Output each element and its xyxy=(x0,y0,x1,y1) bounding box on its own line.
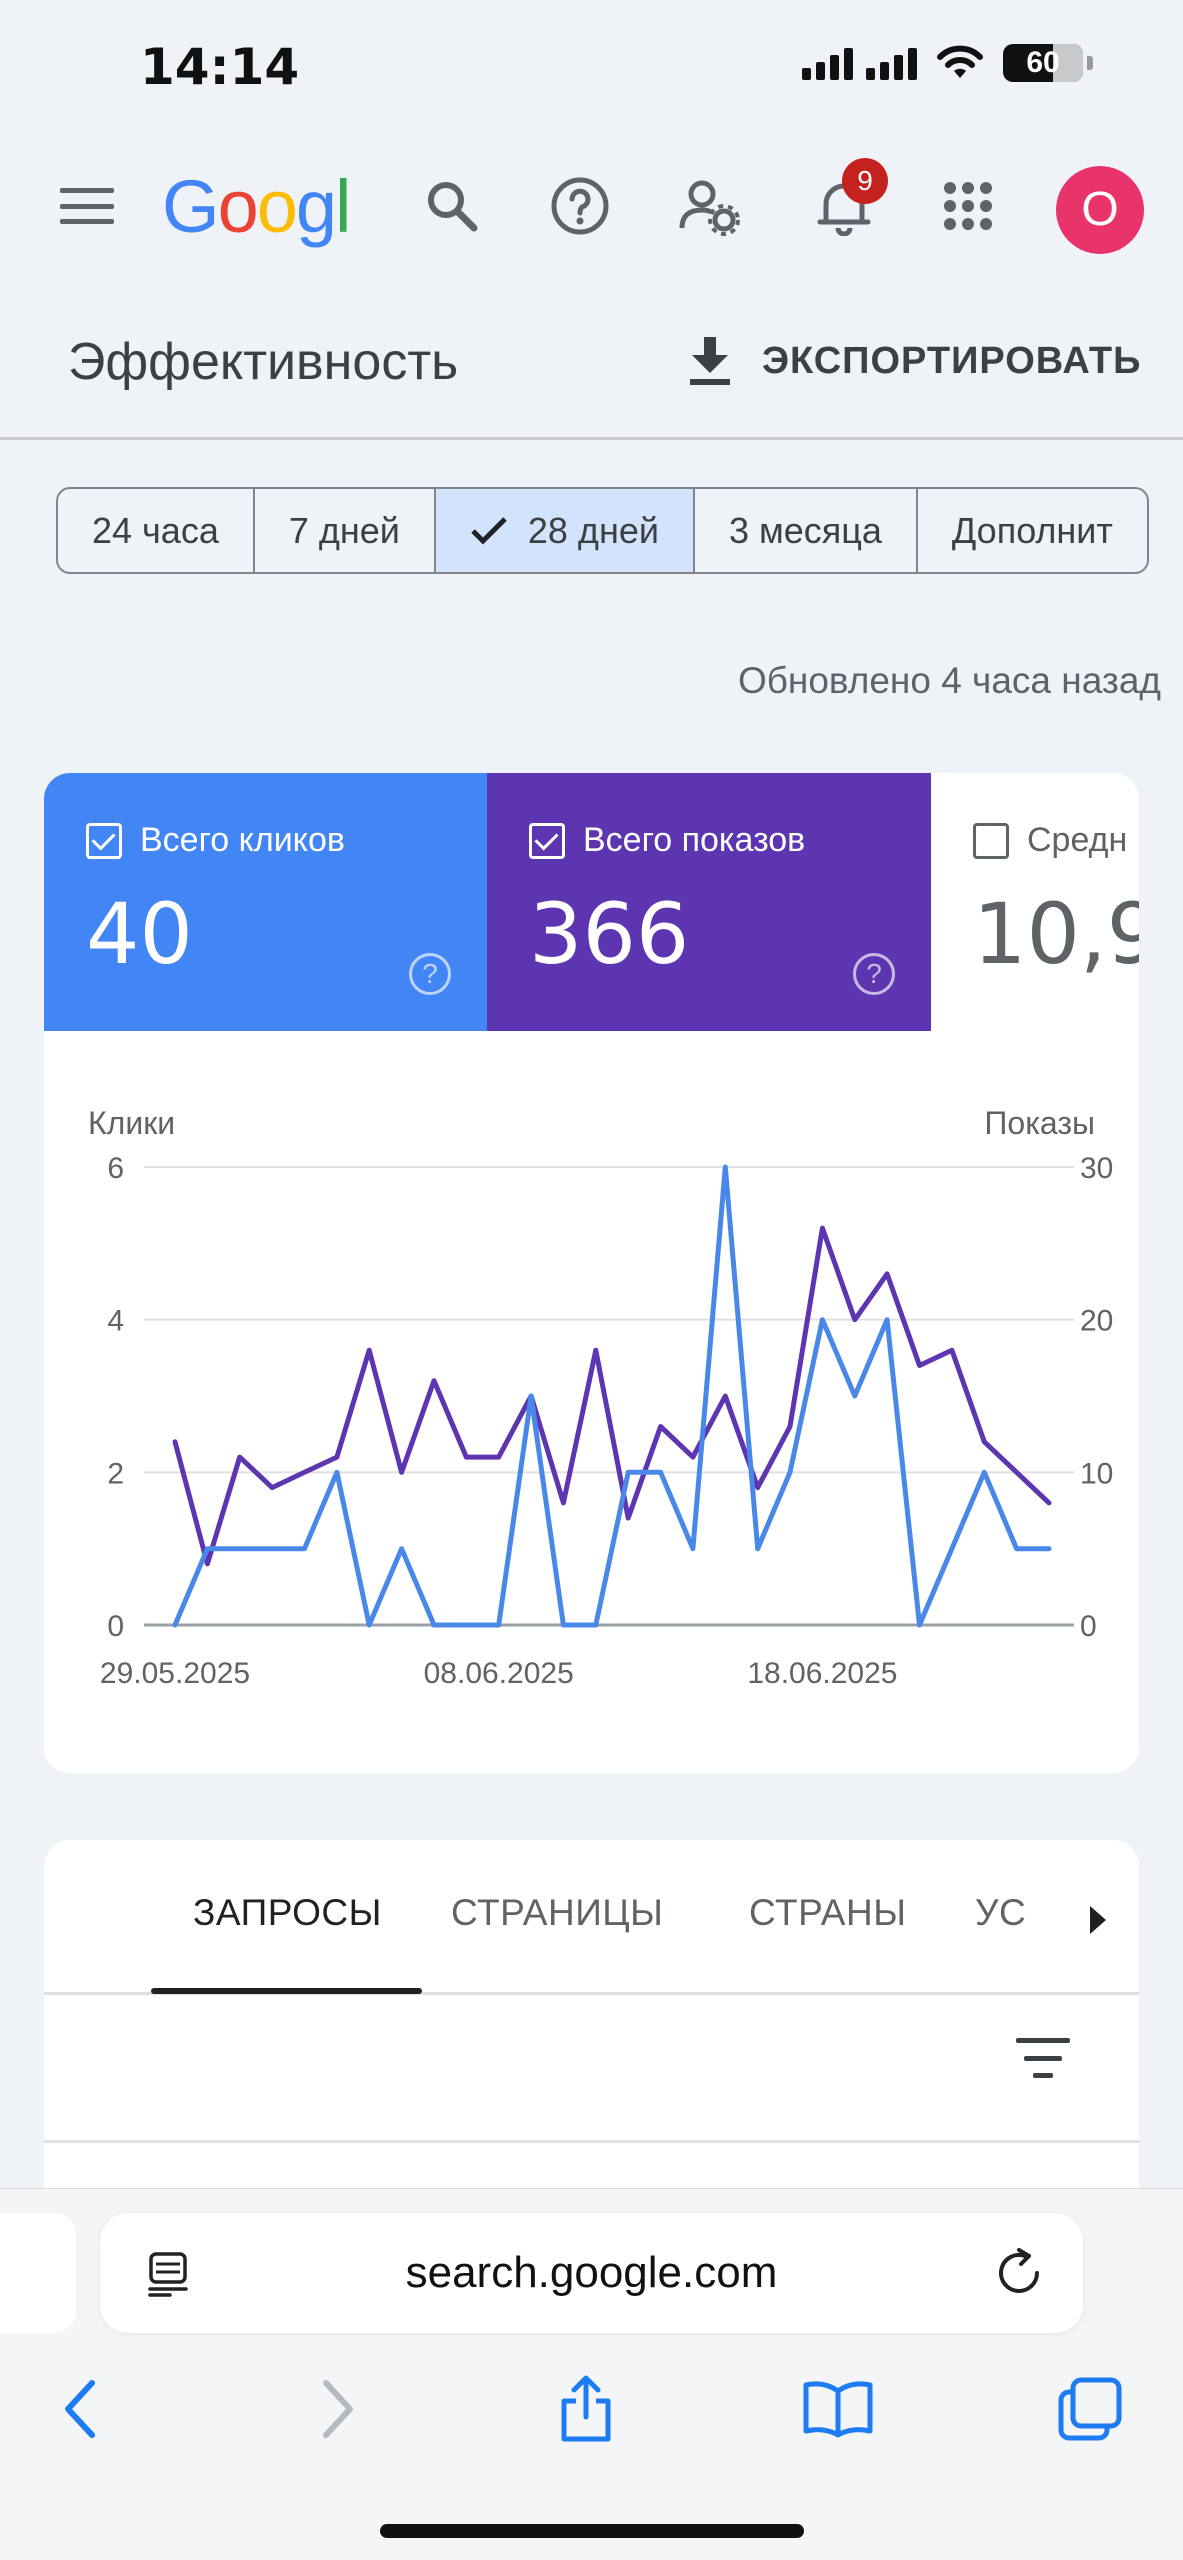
help-icon[interactable]: ? xyxy=(409,953,451,995)
status-icons: 60 xyxy=(802,44,1093,82)
share-icon[interactable] xyxy=(546,2369,626,2449)
cellular-signal-icon xyxy=(802,46,917,80)
metric-value: 40 xyxy=(86,885,193,983)
left-tick-label: 6 xyxy=(107,1152,124,1185)
menu-icon[interactable] xyxy=(60,188,114,224)
divider xyxy=(44,2140,1139,2143)
search-icon[interactable] xyxy=(420,174,484,238)
help-icon[interactable]: ? xyxy=(853,953,895,995)
bookmarks-icon[interactable] xyxy=(798,2369,878,2449)
chip-label: 7 дней xyxy=(288,509,400,551)
metric-label-text: Всего кликов xyxy=(140,821,345,859)
chip-24-hours[interactable]: 24 часа xyxy=(58,489,255,572)
reader-mode-icon[interactable] xyxy=(146,2251,190,2297)
browser-toolbar: search.google.com xyxy=(0,2188,1183,2560)
tab-queries[interactable]: ЗАПРОСЫ xyxy=(193,1892,382,1933)
chip-28-days[interactable]: 28 дней xyxy=(435,489,695,572)
google-logo[interactable]: Google xyxy=(162,164,352,254)
chip-label: 28 дней xyxy=(527,509,659,551)
metric-value: 10,9 xyxy=(973,885,1139,983)
page-header: Эффективность ЭКСПОРТИРОВАТЬ xyxy=(0,290,1183,440)
x-tick-label: 29.05.2025 xyxy=(100,1657,250,1690)
right-tick-label: 10 xyxy=(1080,1457,1113,1490)
export-button[interactable]: ЭКСПОРТИРОВАТЬ xyxy=(688,326,1141,396)
page-title: Эффективность xyxy=(68,333,459,391)
chart-svg: 0 2 4 6 0 10 20 30 29.05.2025 08.06.2025 18.06.202… xyxy=(100,1152,1113,1690)
export-label: ЭКСПОРТИРОВАТЬ xyxy=(762,339,1142,382)
chip-7-days[interactable]: 7 дней xyxy=(255,489,436,572)
forward-icon[interactable] xyxy=(298,2369,378,2449)
metric-label-text: Средн xyxy=(1027,821,1128,859)
metric-average-position[interactable]: Средн 10,9 xyxy=(931,773,1139,1031)
user-settings-icon[interactable] xyxy=(678,174,742,238)
reload-icon[interactable] xyxy=(993,2247,1045,2299)
battery-icon: 60 xyxy=(1003,44,1083,82)
tab-pages[interactable]: СТРАНИЦЫ xyxy=(451,1892,664,1933)
metric-value: 366 xyxy=(529,885,690,983)
metric-label-text: Всего показов xyxy=(583,821,806,859)
help-icon[interactable] xyxy=(548,174,612,238)
back-icon[interactable] xyxy=(40,2369,120,2449)
series-line-clicks xyxy=(172,1164,1052,1628)
filter-icon[interactable] xyxy=(1016,2038,1070,2078)
right-tick-label: 30 xyxy=(1080,1152,1113,1185)
avatar[interactable]: О xyxy=(1056,166,1144,254)
metric-label: Всего кликов xyxy=(86,821,345,860)
metric-total-clicks[interactable]: Всего кликов 40 ? xyxy=(44,773,487,1031)
wifi-icon xyxy=(937,45,983,78)
right-tick-label: 0 xyxy=(1080,1610,1097,1643)
chip-label: 3 месяца xyxy=(728,509,882,551)
download-icon xyxy=(690,337,730,385)
metric-label: Всего показов xyxy=(529,821,805,860)
logo-letter: o xyxy=(256,165,298,248)
apps-grid-icon[interactable] xyxy=(936,174,1000,238)
metric-total-impressions[interactable]: Всего показов 366 ? xyxy=(487,773,931,1031)
right-tick-label: 20 xyxy=(1080,1305,1113,1338)
right-axis-title: Показы xyxy=(984,1105,1095,1141)
logo-letter: l xyxy=(335,165,352,248)
tabs-overview-icon[interactable] xyxy=(1050,2369,1130,2449)
status-bar: 14:14 60 xyxy=(0,0,1183,140)
left-tick-label: 2 xyxy=(107,1457,124,1490)
left-axis-title: Клики xyxy=(88,1105,176,1141)
chip-3-months[interactable]: 3 месяца xyxy=(695,489,918,572)
left-tick-label: 4 xyxy=(107,1305,124,1338)
series-line-impressions xyxy=(172,1225,1052,1567)
chip-label: Дополнит xyxy=(951,509,1113,551)
updated-text: Обновлено 4 часа назад xyxy=(737,660,1161,701)
logo-letter: g xyxy=(295,165,337,248)
performance-chart: Клики Показы 0 2 4 6 0 10 20 30 29.05.2025 08.06.… xyxy=(44,1031,1139,1773)
checkbox-icon[interactable] xyxy=(973,822,1009,859)
left-tick-label: 0 xyxy=(107,1610,124,1643)
checkbox-icon[interactable] xyxy=(86,822,122,859)
x-tick-label: 18.06.2025 xyxy=(747,1657,897,1690)
app-bar: Google 9 О xyxy=(0,140,1183,270)
report-tabs: ЗАПРОСЫ СТРАНИЦЫ СТРАНЫ УС xyxy=(44,1840,1139,1995)
logo-letter: G xyxy=(162,165,220,248)
date-range-chips: 24 часа 7 дней 28 дней 3 месяца Дополнит xyxy=(56,487,1149,574)
battery-level: 60 xyxy=(1026,46,1060,79)
status-time: 14:14 xyxy=(140,38,300,96)
url-text: search.google.com xyxy=(405,2248,778,2297)
chip-label: 24 часа xyxy=(92,509,219,551)
chip-more[interactable]: Дополнит xyxy=(918,489,1147,572)
report-tabs-card: ЗАПРОСЫ СТРАНИЦЫ СТРАНЫ УС xyxy=(44,1840,1139,2240)
logo-letter: o xyxy=(217,165,259,248)
address-bar[interactable]: search.google.com xyxy=(100,2213,1083,2333)
performance-card: Всего кликов 40 ? Всего показов 366 ? Ср… xyxy=(44,773,1139,1773)
home-indicator xyxy=(380,2524,804,2538)
x-tick-label: 08.06.2025 xyxy=(424,1657,574,1690)
previous-tab-preview[interactable] xyxy=(0,2213,76,2333)
notification-badge: 9 xyxy=(842,158,888,204)
metric-label: Средн xyxy=(973,821,1127,860)
logo-letter: e xyxy=(349,165,352,248)
tab-devices[interactable]: УС xyxy=(975,1892,1027,1933)
checkbox-icon[interactable] xyxy=(529,822,565,859)
tab-countries[interactable]: СТРАНЫ xyxy=(749,1892,907,1933)
tabs-next-arrow-icon[interactable] xyxy=(1090,1906,1106,1934)
active-tab-indicator xyxy=(151,1988,422,1994)
check-icon xyxy=(471,516,507,545)
